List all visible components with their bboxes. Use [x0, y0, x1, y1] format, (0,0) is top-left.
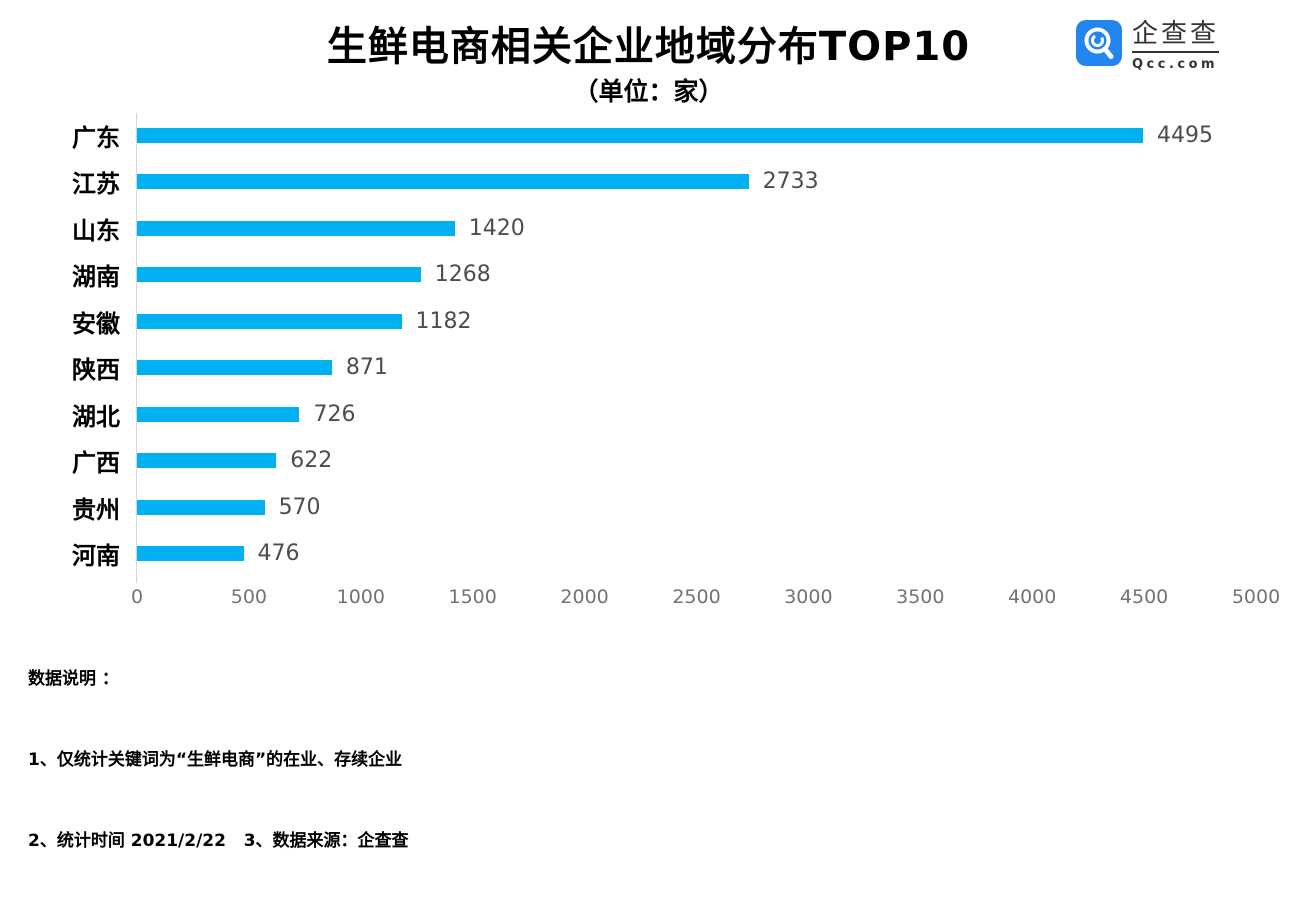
chart-row: 广西 622	[0, 438, 1297, 485]
bar-area: 871	[137, 355, 1256, 380]
category-label: 河南	[72, 542, 120, 571]
value-label: 476	[257, 541, 300, 567]
category-label: 贵州	[72, 495, 120, 524]
chart-row: 山东 1420	[0, 205, 1297, 252]
page-title: 生鲜电商相关企业地域分布TOP10	[326, 24, 971, 70]
category-label: 安徽	[72, 309, 120, 338]
notes-line-2: 2、统计时间 2021/2/22 3、数据来源：企查查	[28, 831, 409, 851]
notes-heading: 数据说明 ：	[28, 669, 119, 689]
x-tick-label: 4000	[1008, 586, 1057, 608]
bar-area: 570	[137, 495, 1256, 520]
x-tick-label: 2500	[672, 586, 721, 608]
category-label: 湖南	[72, 263, 120, 292]
x-tick-label: 3500	[896, 586, 945, 608]
x-axis: 0 500 1000 1500 2000 2500 3000 3500 4000 4500 5000	[131, 586, 1280, 610]
bar-area: 476	[137, 541, 1256, 566]
x-tick-label: 4500	[1119, 586, 1169, 608]
qcc-logo: 企查查 Qcc.com	[1076, 20, 1220, 72]
page-subtitle: （单位：家）	[573, 77, 724, 106]
bar-area: 4495	[137, 123, 1256, 148]
value-label: 1420	[468, 215, 525, 241]
x-tick-label: 3000	[784, 586, 833, 608]
logo-domain: Qcc.com	[1132, 56, 1219, 72]
bar-area: 2733	[137, 169, 1256, 194]
chart-row: 广东 4495	[0, 112, 1297, 159]
notes-line-1: 1、仅统计关键词为“生鲜电商”的在业、存续企业	[28, 750, 403, 770]
value-label: 726	[313, 401, 356, 427]
bar-area: 1268	[137, 262, 1256, 287]
bar-area: 1182	[137, 309, 1256, 334]
y-axis-line	[136, 113, 137, 583]
category-label: 陕西	[72, 356, 120, 385]
chart-row: 安徽 1182	[0, 298, 1297, 345]
chart-row: 河南 476	[0, 531, 1297, 578]
category-label: 湖北	[72, 402, 120, 431]
chart-row: 湖南 1268	[0, 252, 1297, 299]
value-label: 1268	[434, 262, 491, 288]
x-tick-label: 1500	[448, 586, 497, 608]
x-tick-label: 0	[130, 586, 144, 608]
chart-row: 贵州 570	[0, 484, 1297, 531]
category-label: 山东	[72, 216, 120, 245]
bar-area: 1420	[137, 216, 1256, 241]
bar	[137, 499, 265, 515]
chart-row: 陕西 871	[0, 345, 1297, 392]
bar	[137, 360, 332, 376]
bar	[137, 220, 455, 236]
bar	[137, 127, 1143, 143]
chart-row: 江苏 2733	[0, 159, 1297, 206]
value-label: 871	[345, 355, 388, 381]
bar	[137, 267, 421, 283]
chart-canvas: 生鲜电商相关企业地域分布TOP10 （单位：家） 企查查 Qcc.com 广东 4…	[0, 19, 1297, 851]
bar-area: 622	[137, 448, 1256, 473]
value-label: 570	[278, 494, 321, 520]
bar	[137, 313, 402, 329]
chart-rows: 广东 4495 江苏 2733 山东 1420 湖南 1268 安徽 1182 陕西 871 湖北 726…	[0, 112, 1297, 577]
bar	[137, 406, 300, 422]
x-tick-label: 500	[230, 586, 268, 608]
data-notes: 数据说明 ： 1、仅统计关键词为“生鲜电商”的在业、存续企业 2、统计时间 20…	[28, 612, 409, 909]
value-label: 622	[290, 448, 333, 474]
logo-brand-name: 企查查	[1132, 20, 1220, 53]
chart-row: 湖北 726	[0, 391, 1297, 438]
bar	[137, 453, 277, 469]
logo-text: 企查查 Qcc.com	[1132, 20, 1220, 72]
category-label: 广东	[72, 123, 120, 152]
value-label: 4495	[1156, 122, 1213, 148]
x-tick-label: 1000	[336, 586, 385, 608]
x-tick-label: 5000	[1231, 586, 1281, 608]
bar-area: 726	[137, 402, 1256, 427]
bar	[137, 174, 749, 190]
qcc-magnifier-icon	[1076, 20, 1122, 70]
bar	[137, 546, 244, 562]
category-label: 广西	[72, 449, 120, 478]
value-label: 1182	[415, 308, 472, 334]
x-tick-label: 2000	[560, 586, 609, 608]
value-label: 2733	[762, 169, 819, 195]
category-label: 江苏	[72, 170, 120, 199]
